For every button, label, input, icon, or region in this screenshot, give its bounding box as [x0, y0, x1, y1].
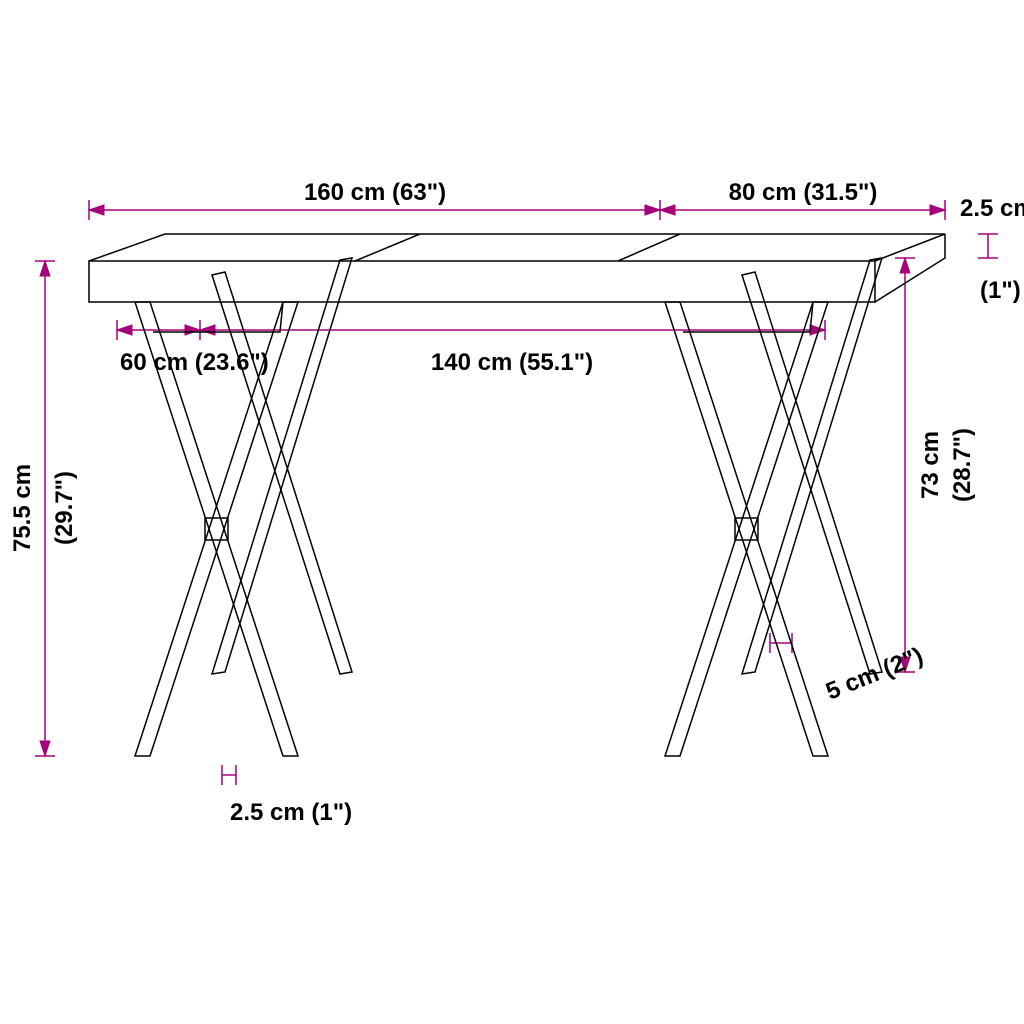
dimension-lines: [35, 200, 998, 785]
label-thickness-cm: 2.5 cm: [960, 195, 1024, 222]
table-outline: [89, 234, 945, 756]
label-thickness-in: (1"): [980, 277, 1021, 304]
label-height-in: (29.7"): [51, 471, 78, 545]
labels-group: 160 cm (63") 80 cm (31.5") 2.5 cm (1") 7…: [9, 179, 1024, 826]
label-leg-back: 5 cm (2"): [822, 642, 927, 705]
dimension-drawing: 160 cm (63") 80 cm (31.5") 2.5 cm (1") 7…: [0, 0, 1024, 1024]
label-leg-height-in: (28.7"): [949, 428, 976, 502]
label-top-depth: 80 cm (31.5"): [729, 179, 878, 206]
label-leg-height-cm: 73 cm: [917, 431, 944, 499]
label-inner-depth: 60 cm (23.6"): [120, 349, 269, 376]
label-leg-front: 2.5 cm (1"): [230, 799, 352, 826]
label-top-length: 160 cm (63"): [304, 179, 446, 206]
label-height-cm: 75.5 cm: [9, 464, 36, 552]
label-inner-length: 140 cm (55.1"): [431, 349, 593, 376]
